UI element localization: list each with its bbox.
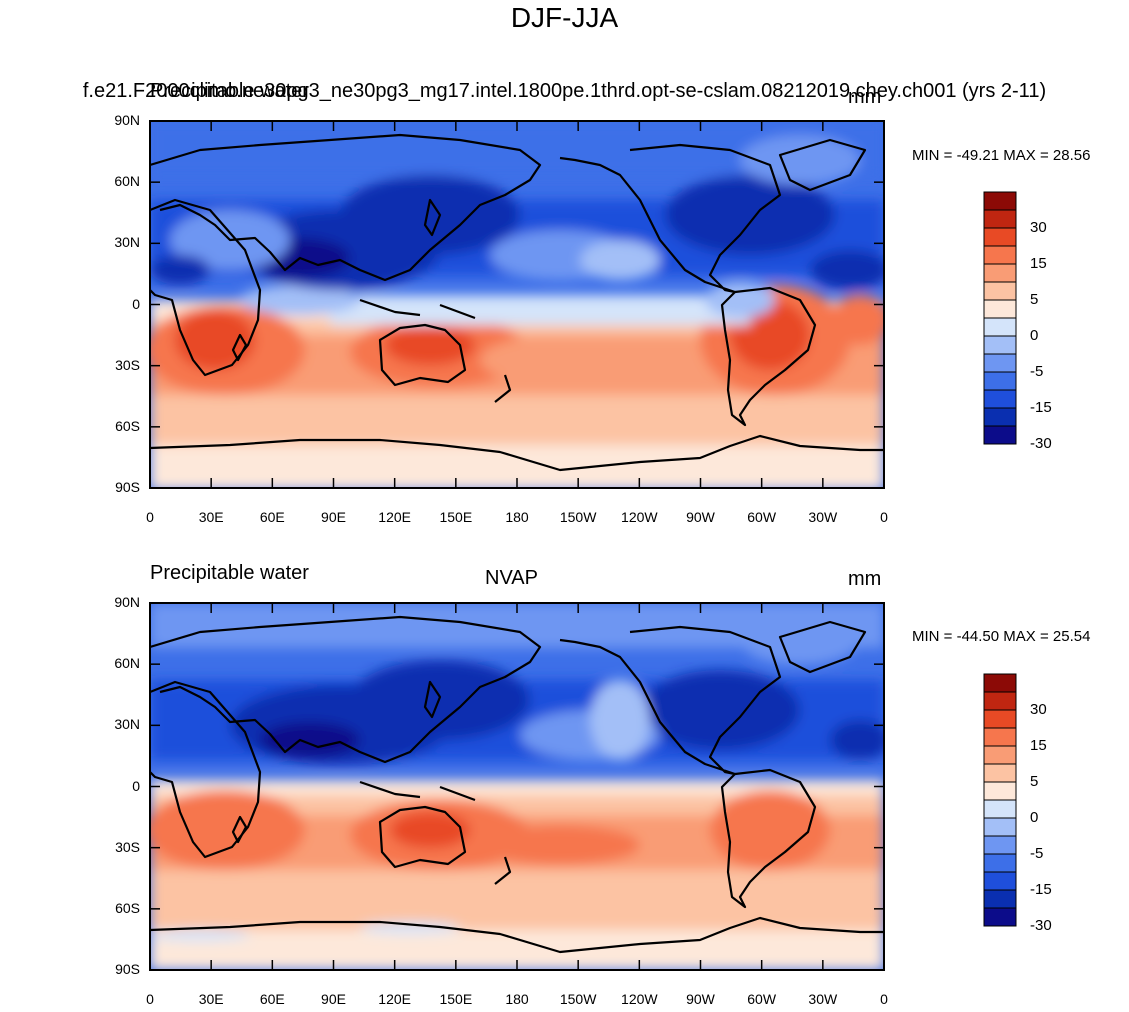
panel1-lon-label: 90W (686, 509, 715, 525)
panel1-colorbar-box (983, 281, 1017, 301)
panel2-colorbar-box (983, 889, 1017, 909)
panel1-colorbar-box (983, 353, 1017, 373)
panel2-lon-label: 0 (146, 991, 154, 1007)
panel2-lat-label: 60N (114, 655, 140, 672)
panel1-colorbar-label: 5 (1030, 291, 1039, 308)
panel2-colorbar-box (983, 763, 1017, 783)
panel1-colorbar-box (983, 407, 1017, 427)
panel2-lat-label: 90N (114, 594, 140, 610)
panel1-lon-label: 150W (559, 509, 597, 525)
panel2-lat-label: 90S (115, 961, 140, 977)
panel2-lat-label: 0 (132, 777, 140, 794)
panel2-lon-label: 90W (686, 991, 715, 1007)
panel2-lon-label: 30W (808, 991, 838, 1007)
panel1-colorbar-box (983, 263, 1017, 283)
panel1-lon-label: 0 (146, 509, 154, 525)
panel1-lon-label: 120W (621, 509, 658, 525)
panel2-colorbar-box (983, 691, 1017, 711)
panel2-lat-label: 60S (115, 899, 140, 916)
panel2-lon-label: 150W (559, 991, 597, 1007)
panel1-lat-label: 60S (115, 417, 140, 434)
panel1-lon-label: 150E (439, 509, 473, 525)
panel1-colorbar-label: 0 (1030, 327, 1039, 344)
panel2-map (150, 603, 884, 970)
panel1-colorbar-box (983, 425, 1017, 445)
panel1-lat-label: 90N (114, 112, 140, 128)
panel2-left-label: Precipitable water (150, 562, 309, 584)
panel2-center-label: NVAP (485, 567, 538, 589)
panel1-colorbar-label: -15 (1030, 399, 1052, 416)
colorbars (983, 191, 1017, 927)
panel1-colorbar-label: 15 (1030, 255, 1047, 272)
panel2-lon-label: 0 (880, 991, 888, 1007)
panel1-colorbar-box (983, 389, 1017, 409)
panel2-colorbar-box (983, 871, 1017, 891)
panel2-colorbar-box (983, 745, 1017, 765)
panel1-colorbar-label: 30 (1030, 219, 1047, 236)
panel1-lon-label: 90E (321, 509, 346, 525)
panel1-lon-label: 60E (259, 509, 285, 525)
panel2-lat-label: 30N (114, 716, 140, 733)
panel1-lat-label: 0 (132, 295, 140, 312)
panel2-colorbar-box (983, 727, 1017, 747)
panel2-lon-label: 60W (747, 991, 777, 1007)
panel2-lon-label: 150E (439, 991, 473, 1007)
panel2-lat-label: 30S (115, 838, 140, 855)
axis-ticks (149, 120, 885, 971)
panel2-colorbar-label: -30 (1030, 917, 1052, 934)
panel2-colorbar-box (983, 853, 1017, 873)
panel2-colorbar-box (983, 817, 1017, 837)
panel1-units-label: mm (848, 86, 882, 108)
panel2-colorbar-box (983, 673, 1017, 693)
panel1-lat-label: 60N (114, 173, 140, 190)
panel1-lat-label: 30S (115, 356, 140, 373)
panel1-lon-label: 120E (378, 509, 411, 525)
panel2-colorbar-box (983, 835, 1017, 855)
panel1-colorbar-box (983, 227, 1017, 247)
panel2-lon-label: 120W (621, 991, 658, 1007)
panel2-colorbar-box (983, 799, 1017, 819)
panel1-center-label: f.e21.F2000climo.ne30pg3_ne30pg3_mg17.in… (82, 80, 1047, 102)
panel1-lat-label: 30N (114, 234, 140, 251)
panel1-colorbar-box (983, 245, 1017, 265)
page-title: DJF-JJA (510, 2, 619, 33)
panel1-lon-label: 30W (808, 509, 838, 525)
panel2-colorbar-box (983, 781, 1017, 801)
panel1-colorbar-label: -30 (1030, 435, 1052, 452)
panel2-lon-label: 90E (321, 991, 346, 1007)
panel2-lon-label: 30E (198, 991, 224, 1007)
panel2-colorbar-label: -15 (1030, 881, 1052, 898)
panel1-colorbar-label: -5 (1030, 363, 1044, 380)
panel2-lon-label: 60E (259, 991, 285, 1007)
panel2-units-label: mm (848, 568, 882, 590)
panel1-colorbar-box (983, 299, 1017, 319)
panel1-lon-label: 180 (505, 509, 529, 525)
panel1-left-label: Precipitable water (150, 80, 309, 102)
panel2-colorbar-box (983, 709, 1017, 729)
panel2-colorbar-box (983, 907, 1017, 927)
panel1-minmax: MIN = -49.21 MAX = 28.56 (912, 147, 1091, 164)
panel1-colorbar-box (983, 209, 1017, 229)
panel2-colorbar-label: 0 (1030, 809, 1039, 826)
panel1-lon-label: 60W (747, 509, 777, 525)
panel1-colorbar-box (983, 335, 1017, 355)
panel1-colorbar-box (983, 371, 1017, 391)
panel1-lon-label: 30E (198, 509, 224, 525)
panel1-map (150, 121, 884, 488)
panel2-lon-label: 180 (505, 991, 529, 1007)
panel1-colorbar-box (983, 317, 1017, 337)
panel2-lon-label: 120E (378, 991, 411, 1007)
panel1-colorbar-box (983, 191, 1017, 211)
panel2-colorbar-label: -5 (1030, 845, 1044, 862)
panel2-minmax: MIN = -44.50 MAX = 25.54 (912, 628, 1091, 645)
panel2-colorbar-label: 30 (1030, 701, 1047, 718)
panel1-coastlines (150, 133, 884, 472)
panel1-lon-label: 0 (880, 509, 888, 525)
panel2-colorbar-label: 15 (1030, 737, 1047, 754)
panel2-colorbar-label: 5 (1030, 773, 1039, 790)
panel1-lat-label: 90S (115, 479, 140, 495)
